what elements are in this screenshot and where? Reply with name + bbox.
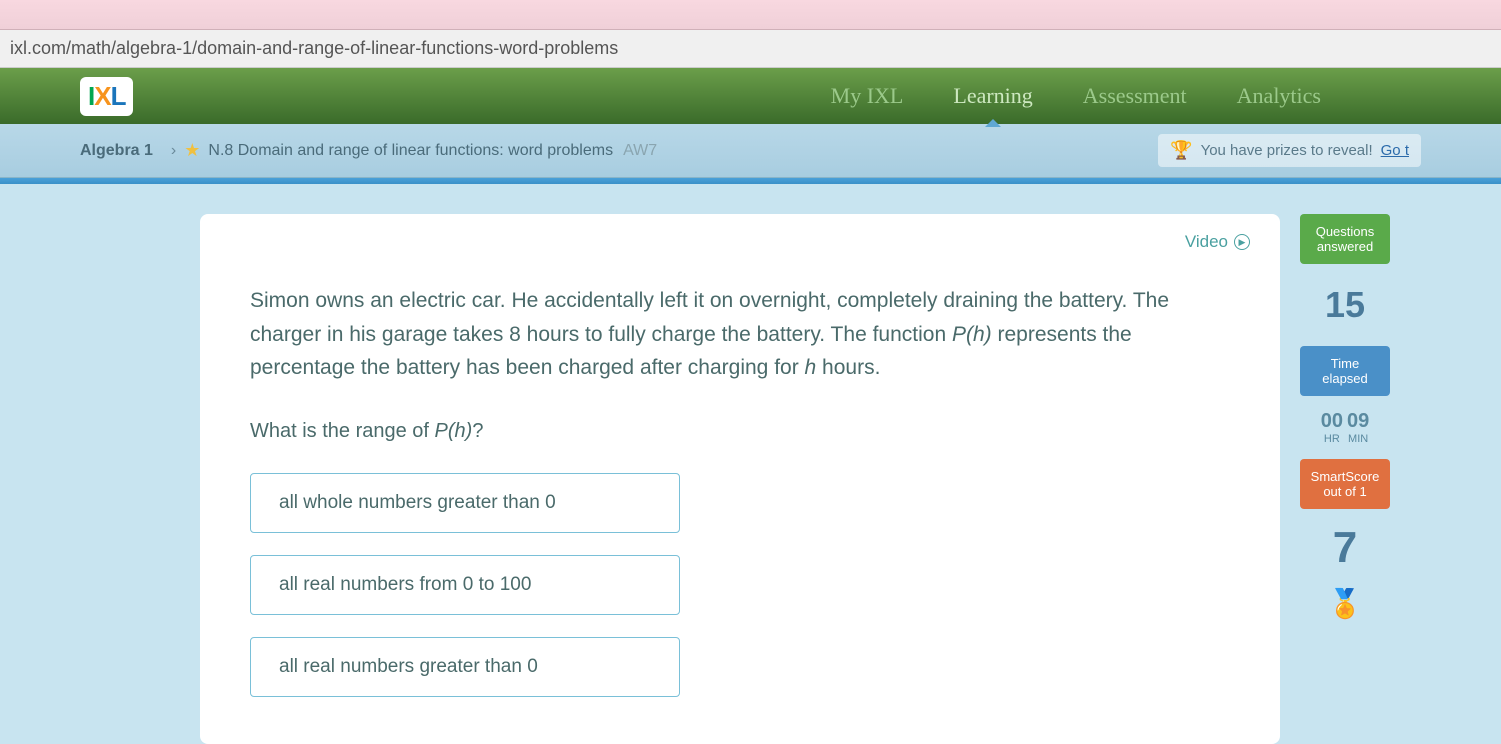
- question-body: Simon owns an electric car. He accidenta…: [250, 284, 1230, 385]
- content-area: Video ▶ Simon owns an electric car. He a…: [0, 184, 1501, 744]
- url-bar[interactable]: ixl.com/math/algebra-1/domain-and-range-…: [0, 30, 1501, 68]
- skill-code: N.8: [208, 142, 233, 160]
- answer-option-1[interactable]: all whole numbers greater than 0: [250, 473, 680, 533]
- smartscore-sub: out of 1: [1308, 484, 1382, 499]
- smartscore-box: SmartScore out of 1: [1300, 459, 1390, 509]
- video-label: Video: [1185, 232, 1228, 252]
- question-prompt: What is the range of P(h)?: [250, 420, 1230, 443]
- prizes-banner[interactable]: 🏆 You have prizes to reveal! Go t: [1158, 134, 1421, 167]
- star-icon[interactable]: ★: [184, 140, 200, 161]
- chevron-icon: ›: [171, 142, 176, 160]
- nav-links: My IXL Learning Assessment Analytics: [831, 83, 1321, 109]
- main-nav: IXL My IXL Learning Assessment Analytics: [0, 68, 1501, 124]
- nav-my-ixl[interactable]: My IXL: [831, 83, 904, 109]
- time-min: 09: [1347, 410, 1369, 433]
- trophy-icon: 🏆: [1170, 140, 1192, 161]
- time-hr-label: HR: [1321, 433, 1343, 445]
- skill-id: AW7: [623, 142, 657, 160]
- nav-analytics[interactable]: Analytics: [1237, 83, 1321, 109]
- video-link[interactable]: Video ▶: [1185, 232, 1250, 252]
- ribbon-icon: 🏅: [1300, 587, 1390, 620]
- browser-chrome-top: [0, 0, 1501, 30]
- answer-option-3[interactable]: all real numbers greater than 0: [250, 637, 680, 697]
- skill-title: Domain and range of linear functions: wo…: [238, 142, 613, 160]
- question-card: Video ▶ Simon owns an electric car. He a…: [200, 214, 1280, 744]
- prizes-text: You have prizes to reveal!: [1201, 142, 1373, 159]
- time-min-label: MIN: [1347, 433, 1369, 445]
- prizes-go-link[interactable]: Go t: [1381, 142, 1409, 159]
- time-values: 00 HR 09 MIN: [1300, 410, 1390, 445]
- nav-learning[interactable]: Learning: [953, 83, 1032, 109]
- smartscore-value: 7: [1300, 523, 1390, 573]
- time-label: Time elapsed: [1308, 356, 1382, 386]
- time-elapsed-box: Time elapsed: [1300, 346, 1390, 396]
- stats-sidebar: Questions answered 15 Time elapsed 00 HR…: [1300, 214, 1390, 744]
- breadcrumb: Algebra 1 › ★ N.8 Domain and range of li…: [0, 124, 1501, 178]
- questions-answered-box: Questions answered: [1300, 214, 1390, 264]
- questions-value: 15: [1300, 278, 1390, 332]
- ixl-logo[interactable]: IXL: [80, 77, 133, 116]
- breadcrumb-subject[interactable]: Algebra 1: [80, 142, 153, 160]
- play-icon: ▶: [1234, 234, 1250, 250]
- nav-assessment[interactable]: Assessment: [1083, 83, 1187, 109]
- time-hr: 00: [1321, 410, 1343, 433]
- answer-option-2[interactable]: all real numbers from 0 to 100: [250, 555, 680, 615]
- questions-label: Questions answered: [1308, 224, 1382, 254]
- smartscore-label: SmartScore: [1308, 469, 1382, 484]
